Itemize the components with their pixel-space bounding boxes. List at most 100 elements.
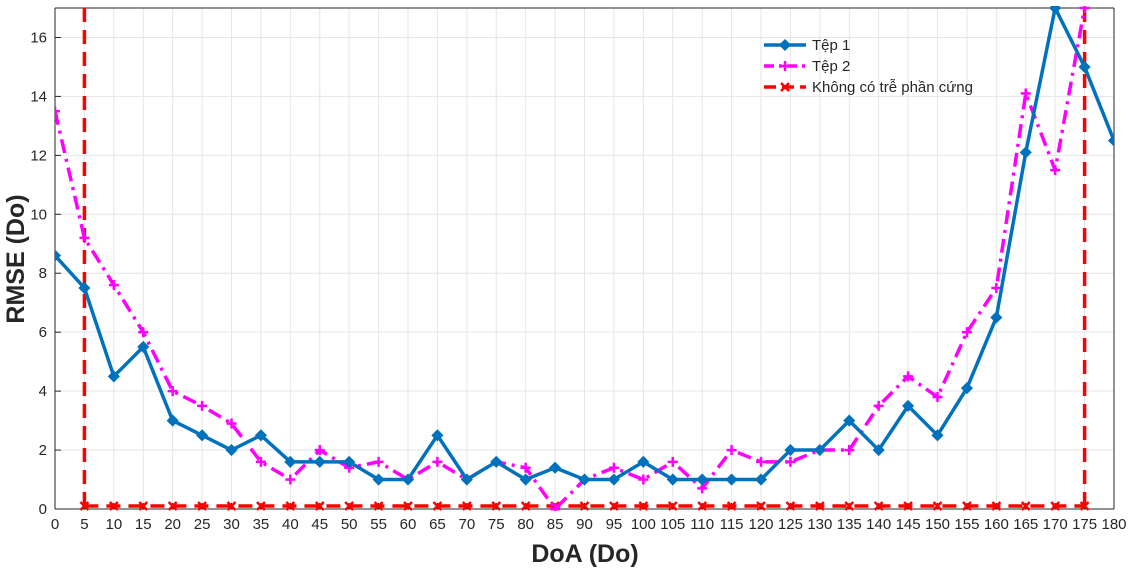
marker-stroke-b xyxy=(756,501,766,511)
series-1-point xyxy=(578,473,591,486)
series-1-point xyxy=(725,473,738,486)
x-tick-label: 75 xyxy=(488,516,505,533)
series-3-point xyxy=(844,501,855,511)
series-1-point xyxy=(1049,6,1062,15)
series-3-point xyxy=(991,501,1002,511)
series-1-point xyxy=(137,340,150,353)
series-3-point xyxy=(491,501,502,511)
marker-stroke-b xyxy=(491,501,502,511)
marker-stroke-b xyxy=(1050,501,1061,511)
x-tick-label: 165 xyxy=(1013,516,1038,533)
marker-stroke-b xyxy=(844,501,855,511)
x-tick-label: 90 xyxy=(576,516,593,533)
series-3-point xyxy=(579,501,590,511)
series-3-point xyxy=(344,501,355,511)
series-2-point xyxy=(226,418,237,429)
series-3-point xyxy=(1079,501,1090,511)
series-3-point xyxy=(609,501,619,511)
series-2 xyxy=(55,6,1090,511)
series-2-point xyxy=(373,456,384,467)
y-tick-label: 8 xyxy=(39,265,47,282)
series-2-point xyxy=(1050,165,1061,176)
series-1-point xyxy=(1078,60,1091,74)
series-2-point xyxy=(903,371,914,382)
x-tick-label: 120 xyxy=(748,516,773,533)
marker-stroke-b xyxy=(256,501,266,511)
series-3-point xyxy=(285,501,296,511)
marker-stroke-b xyxy=(785,501,796,511)
series-2-point xyxy=(197,400,208,411)
series-2-point xyxy=(608,462,619,473)
series-1-point xyxy=(931,429,944,442)
legend: Tệp 1 Tệp 2 Không có trễ phần cứng xyxy=(764,37,973,96)
series-2-point xyxy=(432,456,443,467)
series-2-point xyxy=(550,504,561,511)
x-tick-label: 100 xyxy=(631,516,656,533)
series-1-point xyxy=(549,461,562,474)
x-tick-label: 65 xyxy=(429,516,446,533)
x-tick-label: 160 xyxy=(984,516,1009,533)
series-3-point xyxy=(79,501,90,511)
series-2-point xyxy=(873,400,884,411)
marker-stroke-b xyxy=(873,501,884,511)
marker-stroke-b xyxy=(344,501,355,511)
x-tick-label: 125 xyxy=(778,516,803,533)
series-1-point xyxy=(166,414,179,427)
legend-marker xyxy=(780,61,790,71)
series-2-point xyxy=(255,456,266,467)
marker-stroke-b xyxy=(403,501,413,511)
series-1-point xyxy=(107,370,120,383)
axes: 0 5 10 15 20 25 30 35 40 45 50 55 60 65 70 75 80 85 90 95 10… xyxy=(30,7,1127,533)
marker-stroke-b xyxy=(285,501,296,511)
marker-stroke-b xyxy=(226,501,237,511)
series-3-point xyxy=(432,501,443,511)
marker-stroke-b xyxy=(991,501,1002,511)
series-1-point xyxy=(431,429,444,442)
series-3-point xyxy=(520,501,531,511)
series-1-point xyxy=(607,473,620,486)
marker-stroke-b xyxy=(579,501,590,511)
x-axis-title: DoA (Do) xyxy=(531,540,638,568)
series-2-point xyxy=(638,474,649,485)
series-2-point xyxy=(785,456,796,467)
series-2-point xyxy=(520,462,531,473)
x-tick-label: 115 xyxy=(720,516,744,533)
series-1-point xyxy=(754,473,768,486)
series-1-point xyxy=(284,455,297,468)
series-3-point xyxy=(1020,501,1031,511)
series-3-point xyxy=(932,501,943,511)
marker-stroke-b xyxy=(108,501,119,511)
x-tick-label: 40 xyxy=(282,516,299,533)
marker-stroke-b xyxy=(1079,501,1090,511)
series-1-point xyxy=(225,443,238,457)
series-1-point xyxy=(902,399,915,412)
legend-marker xyxy=(780,82,790,92)
series-3-point xyxy=(108,501,119,511)
y-tick-label: 12 xyxy=(30,147,47,164)
x-tick-label: 155 xyxy=(954,516,979,533)
y-axis-title: RMSE (Do) xyxy=(2,194,30,323)
series-3-point xyxy=(785,501,796,511)
x-tick-label: 180 xyxy=(1101,516,1126,533)
series-1-point xyxy=(196,429,209,442)
series-3-point xyxy=(873,501,884,511)
marker-stroke-b xyxy=(962,501,972,511)
series-3-point xyxy=(167,501,178,511)
marker-stroke-b xyxy=(609,501,619,511)
series-1-point xyxy=(990,311,1003,324)
x-tick-label: 45 xyxy=(311,516,328,533)
x-tick-label: 140 xyxy=(866,516,891,533)
x-tick-label: 50 xyxy=(341,516,358,533)
marker-stroke-b xyxy=(138,501,149,511)
series-2-point xyxy=(667,456,678,467)
series-3-point xyxy=(1050,501,1061,511)
series-1-point xyxy=(490,455,503,468)
series-2-point xyxy=(726,445,737,456)
series-2-point xyxy=(961,327,972,338)
x-tick-label: 55 xyxy=(370,516,387,533)
series-3-point xyxy=(638,501,649,511)
legend-marker xyxy=(778,38,792,52)
marker-stroke-b xyxy=(814,501,825,511)
marker-stroke-b xyxy=(520,501,531,511)
